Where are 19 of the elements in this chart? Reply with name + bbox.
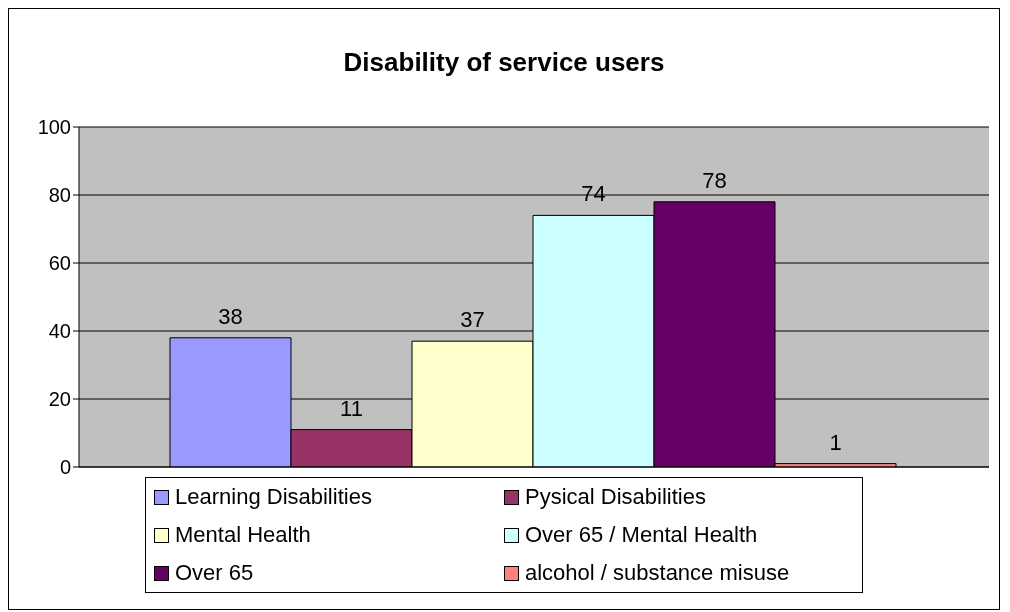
legend-label: Learning Disabilities xyxy=(175,484,372,510)
y-tick-label: 60 xyxy=(48,252,71,275)
data-label: 11 xyxy=(340,395,363,421)
data-label: 1 xyxy=(829,429,842,455)
chart-title: Disability of service users xyxy=(342,47,666,79)
legend-label: Pysical Disabilities xyxy=(525,484,706,510)
y-tick-label: 40 xyxy=(48,320,71,343)
data-label: 38 xyxy=(218,303,243,329)
y-tick-label: 100 xyxy=(37,116,71,139)
data-label: 37 xyxy=(460,307,485,333)
legend-label: Over 65 / Mental Health xyxy=(525,522,758,548)
data-label: 74 xyxy=(581,181,606,207)
data-label: 78 xyxy=(702,167,727,193)
legend-label: Over 65 xyxy=(175,560,254,586)
y-tick-label: 20 xyxy=(48,388,71,411)
legend-label: Mental Health xyxy=(175,522,311,548)
y-tick-label: 80 xyxy=(48,184,71,207)
y-tick-label: 0 xyxy=(59,456,71,479)
legend-label: alcohol / substance misuse xyxy=(525,560,790,586)
